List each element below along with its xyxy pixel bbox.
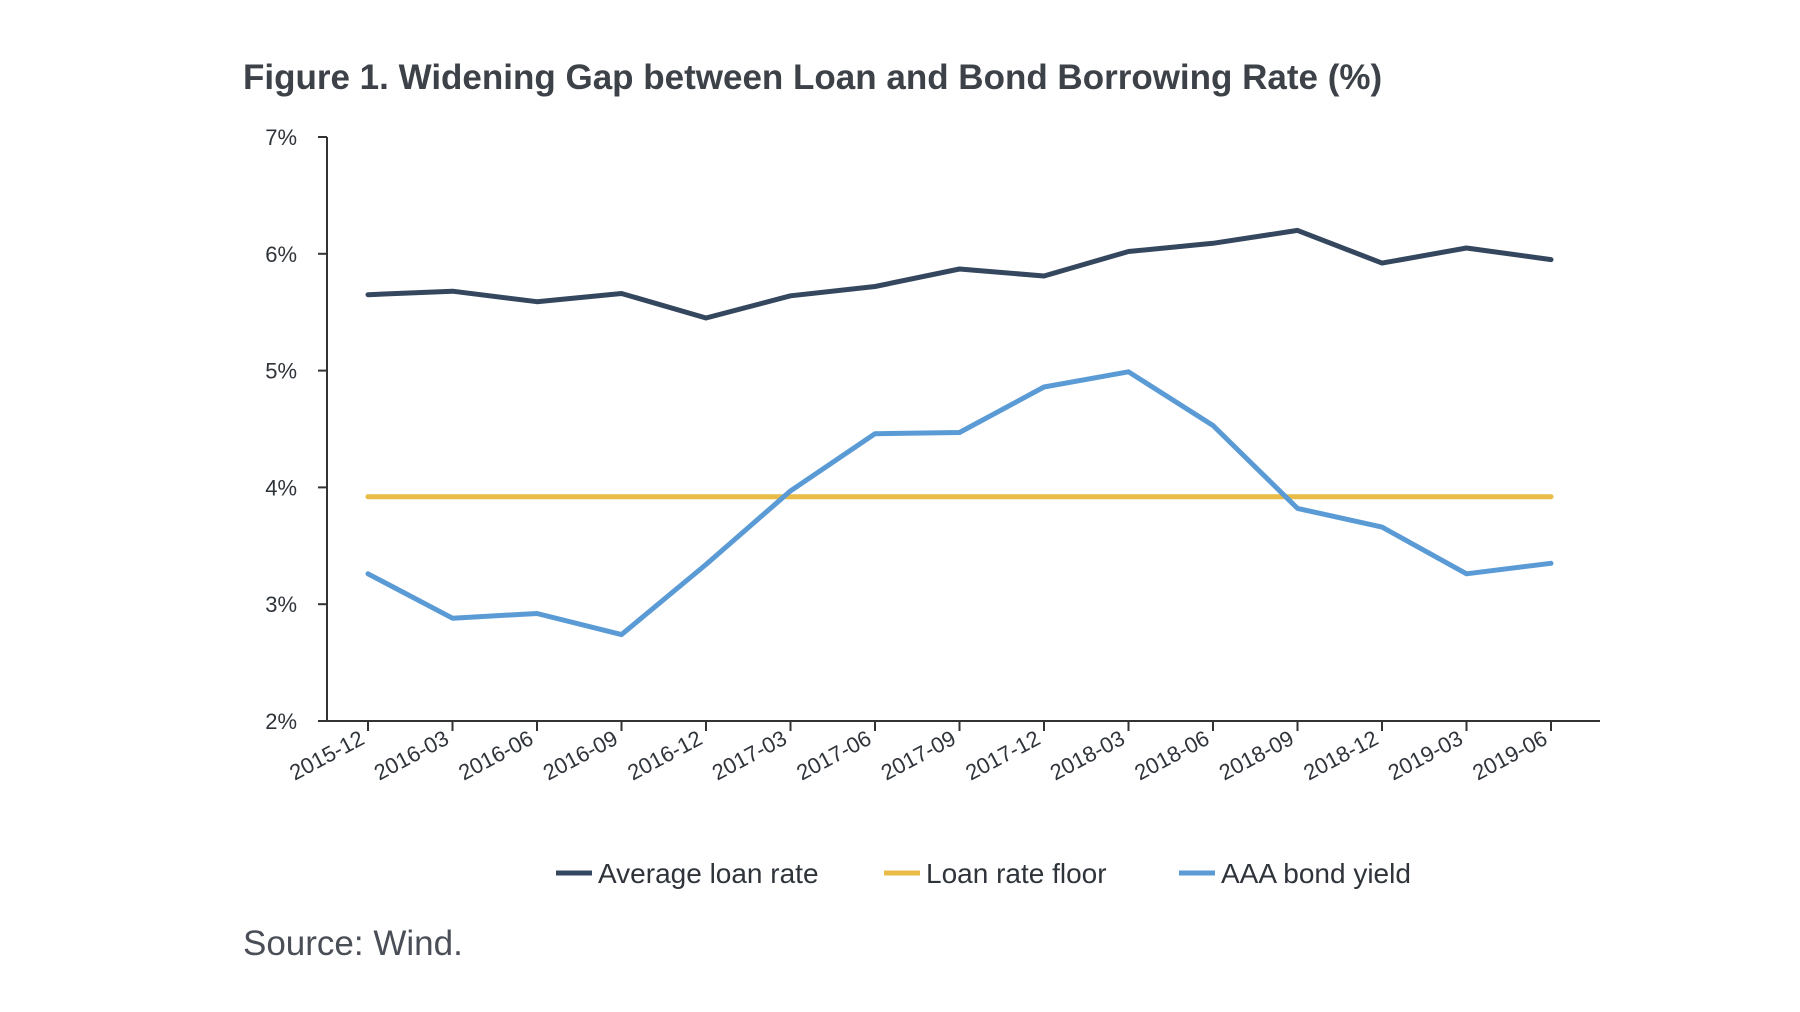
y-tick-label: 5% <box>265 359 297 384</box>
y-tick-label: 6% <box>265 242 297 267</box>
x-tick-label: 2017-12 <box>961 725 1044 785</box>
x-tick-label: 2018-12 <box>1299 725 1382 785</box>
legend-item-average-loan-rate: Average loan rate <box>556 858 819 889</box>
x-tick-label: 2018-06 <box>1130 725 1213 785</box>
x-tick-label: 2017-06 <box>792 725 875 785</box>
series-line-average-loan-rate <box>365 227 1554 321</box>
legend-label: AAA bond yield <box>1221 858 1411 889</box>
x-tick-label: 2015-12 <box>285 725 368 785</box>
y-tick-label: 3% <box>265 592 297 617</box>
x-tick-label: 2018-03 <box>1046 725 1129 785</box>
x-tick-label: 2019-03 <box>1384 725 1467 785</box>
x-tick-label: 2019-06 <box>1468 725 1551 785</box>
x-tick-label: 2016-06 <box>454 725 537 785</box>
legend-label: Average loan rate <box>598 858 819 889</box>
x-tick-label: 2016-03 <box>370 725 453 785</box>
legend-item-loan-rate-floor: Loan rate floor <box>884 858 1107 889</box>
legend: Average loan rate Loan rate floor AAA bond… <box>556 858 1411 889</box>
y-axis: 2% 3% 4% 5% 6% 7% <box>265 125 328 734</box>
x-tick-label: 2016-12 <box>623 725 706 785</box>
y-tick-label: 4% <box>265 475 297 500</box>
legend-label: Loan rate floor <box>926 858 1107 889</box>
series-lines <box>365 227 1554 638</box>
x-tick-label: 2017-09 <box>877 725 960 785</box>
x-axis: 2015-12 2016-03 2016-06 2016-09 2016-12 2017-… <box>285 720 1600 785</box>
x-tick-label: 2018-09 <box>1215 725 1298 785</box>
series-line-aaa-bond-yield <box>365 369 1554 638</box>
y-tick-label: 7% <box>265 125 297 150</box>
x-tick-label: 2016-09 <box>539 725 622 785</box>
legend-item-aaa-bond-yield: AAA bond yield <box>1179 858 1411 889</box>
x-tick-label: 2017-03 <box>708 725 791 785</box>
chart-title: Figure 1. Widening Gap between Loan and … <box>243 58 1383 97</box>
source-note: Source: Wind. <box>243 924 463 963</box>
y-tick-label: 2% <box>265 709 297 734</box>
